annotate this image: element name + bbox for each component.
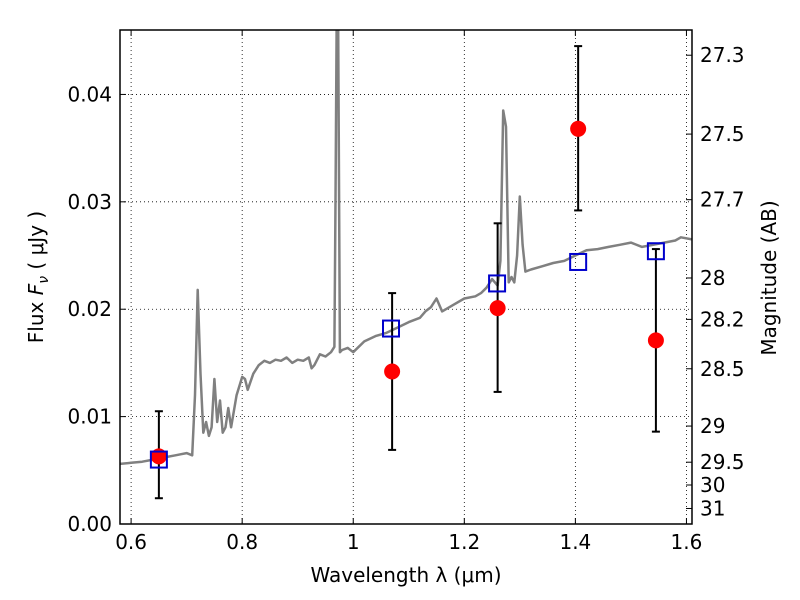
x-tick-label: 0.8 xyxy=(226,530,258,554)
y2-tick-label: 30 xyxy=(700,473,725,497)
y-tick-label: 0.04 xyxy=(67,82,112,106)
y-tick-label: 0.00 xyxy=(67,512,112,536)
y-axis-label-subscript: ν xyxy=(36,276,52,284)
model-photometry-square xyxy=(646,242,665,261)
y2-tick-label: 28.2 xyxy=(700,307,745,331)
observed-point xyxy=(647,332,664,349)
y2-tick-label: 27.7 xyxy=(700,188,745,212)
model-photometry-square xyxy=(488,274,507,293)
y2-axis-label: Magnitude (AB) xyxy=(757,200,781,355)
y2-tick-label: 27.3 xyxy=(700,43,745,67)
grid-lines xyxy=(120,30,692,524)
model-spectrum-line xyxy=(120,30,692,466)
x-tick-label: 1.4 xyxy=(559,530,591,554)
model-photometry-square xyxy=(569,252,588,271)
x-axis-label: Wavelength λ (μm) xyxy=(310,563,501,587)
y-tick-label: 0.02 xyxy=(67,297,112,321)
model-photometry-square xyxy=(382,319,401,338)
y2-tick-label: 28 xyxy=(700,266,725,290)
x-tick-label: 1 xyxy=(347,530,360,554)
y2-tick-label: 28.5 xyxy=(700,357,745,381)
x-tick-label: 1.2 xyxy=(448,530,480,554)
y2-tick-label: 29.5 xyxy=(700,450,745,474)
y2-tick-label: 31 xyxy=(700,496,725,520)
y-axis-label: Flux Fν ( μJy ) xyxy=(24,211,52,343)
y-axis-label-symbol: F xyxy=(24,283,48,295)
observed-point xyxy=(570,120,587,137)
y-axis-label-suffix: ( μJy ) xyxy=(24,211,48,276)
x-tick-label: 0.6 xyxy=(115,530,147,554)
plot-area xyxy=(120,30,692,500)
axis-ticks: 0.6 0.8 1 1.2 1.4 1.6 0.00 0.01 0.02 0.03 0.04 27.3… xyxy=(67,30,745,554)
observed-point xyxy=(489,300,506,317)
y-tick-label: 0.03 xyxy=(67,190,112,214)
model-photometry-square xyxy=(149,450,168,469)
x-tick-label: 1.6 xyxy=(671,530,703,554)
y2-tick-label: 29 xyxy=(700,414,725,438)
observed-point xyxy=(384,363,401,380)
plot-frame xyxy=(119,29,693,525)
y-tick-label: 0.01 xyxy=(67,405,112,429)
y2-tick-label: 27.5 xyxy=(700,122,745,146)
y-axis-label-prefix: Flux xyxy=(24,295,48,343)
